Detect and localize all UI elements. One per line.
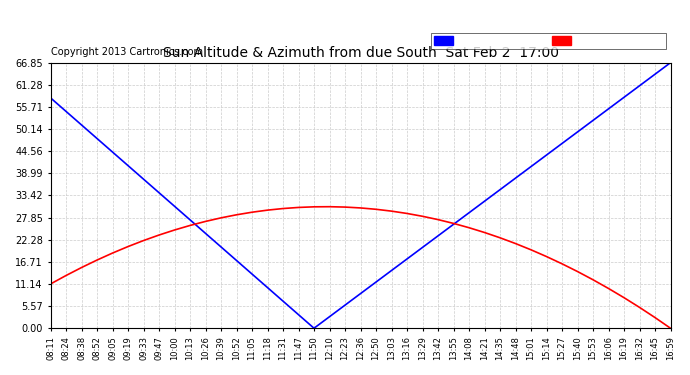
Text: Copyright 2013 Cartronics.com: Copyright 2013 Cartronics.com: [50, 47, 202, 57]
Legend: Azimuth  (Angle °), Altitude  (Angle °): Azimuth (Angle °), Altitude (Angle °): [431, 33, 666, 49]
Title: Sun Altitude & Azimuth from due South  Sat Feb 2  17:00: Sun Altitude & Azimuth from due South Sa…: [163, 46, 558, 60]
